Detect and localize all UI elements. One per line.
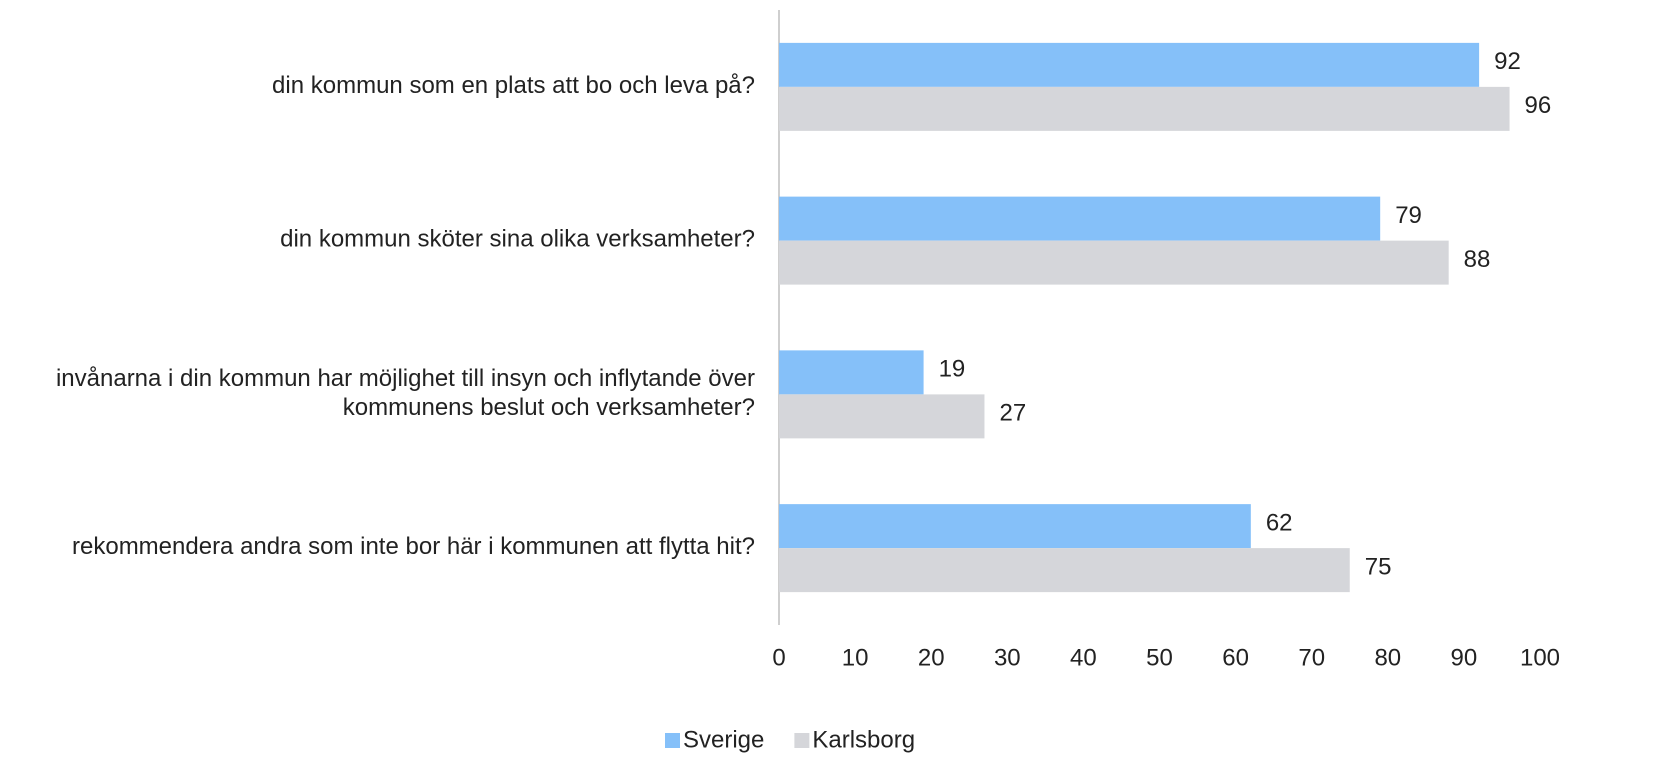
value-label: 62 — [1266, 509, 1293, 536]
y-tick-label: rekommendera andra som inte bor här i ko… — [72, 533, 755, 560]
bar — [779, 196, 1381, 241]
x-tick-label: 0 — [772, 644, 785, 671]
x-tick-label: 70 — [1298, 644, 1325, 671]
bar — [779, 394, 985, 439]
x-tick-label: 50 — [1146, 644, 1173, 671]
value-label: 79 — [1395, 202, 1422, 229]
value-label: 96 — [1525, 92, 1552, 119]
bar — [779, 548, 1350, 593]
legend-swatch — [794, 733, 810, 748]
value-label: 19 — [939, 356, 966, 383]
legend-label: Sverige — [683, 726, 764, 753]
x-tick-label: 60 — [1222, 644, 1249, 671]
x-tick-label: 20 — [918, 644, 945, 671]
value-label: 75 — [1365, 553, 1392, 580]
x-tick-label: 30 — [994, 644, 1021, 671]
bar — [779, 42, 1480, 87]
value-label: 92 — [1494, 48, 1521, 75]
legend-swatch — [665, 733, 680, 748]
legend-label: Karlsborg — [812, 726, 915, 753]
x-tick-label: 10 — [842, 644, 869, 671]
x-tick-label: 100 — [1520, 644, 1560, 671]
x-tick-label: 90 — [1451, 644, 1478, 671]
value-label: 88 — [1464, 246, 1491, 273]
x-tick-label: 80 — [1374, 644, 1401, 671]
bar — [779, 350, 924, 395]
bar — [779, 240, 1449, 285]
bar — [779, 504, 1251, 549]
y-tick-label: din kommun som en plats att bo och leva … — [272, 72, 755, 99]
value-label: 27 — [999, 400, 1026, 427]
x-tick-label: 40 — [1070, 644, 1097, 671]
y-tick-label: din kommun sköter sina olika verksamhete… — [280, 226, 755, 253]
bar — [779, 86, 1510, 131]
y-tick-label: invånarna i din kommun har möjlighet til… — [56, 365, 755, 421]
